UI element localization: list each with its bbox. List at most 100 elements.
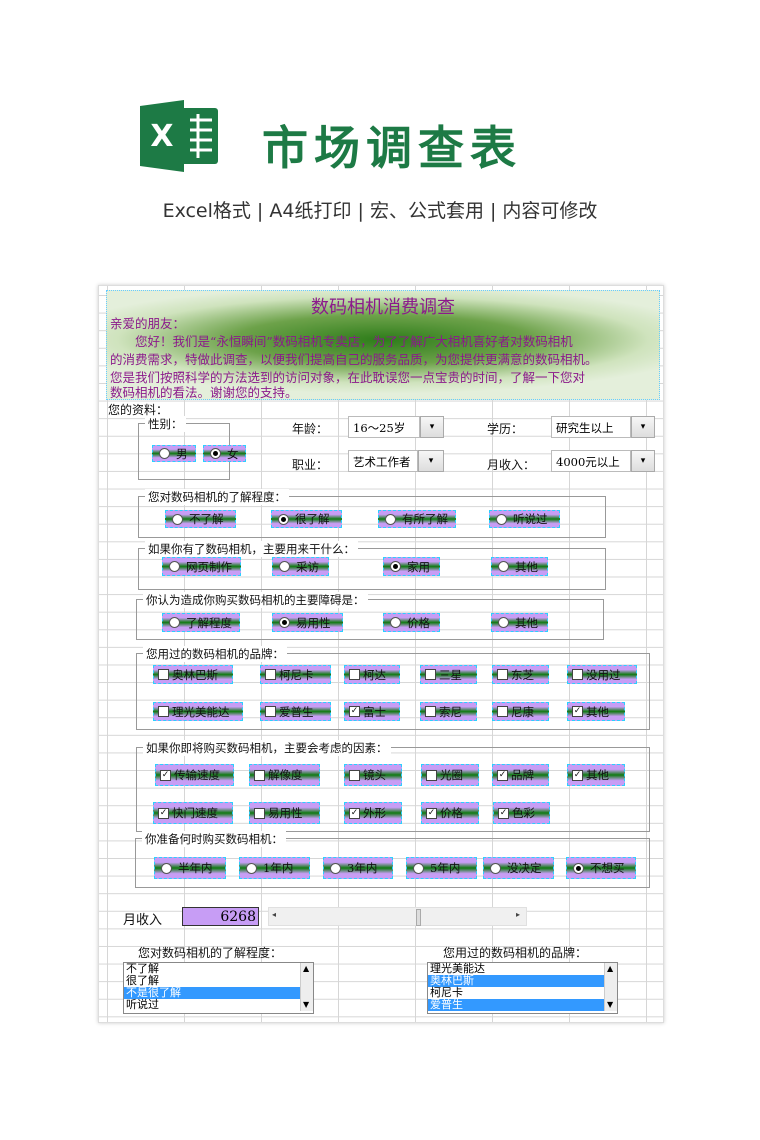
radio-unselected-icon[interactable] xyxy=(279,561,290,572)
scroll-up-arrow-icon[interactable]: ▲ xyxy=(607,964,614,973)
checkbox-unchecked-icon[interactable] xyxy=(265,706,276,717)
radio-option[interactable]: 网页制作 xyxy=(162,557,241,576)
radio-option[interactable]: 半年内 xyxy=(154,857,226,879)
checkbox-option[interactable]: ✓ 传输速度 xyxy=(155,764,234,786)
radio-selected-icon[interactable] xyxy=(573,862,584,874)
radio-selected-icon[interactable] xyxy=(279,617,290,628)
radio-unselected-icon[interactable] xyxy=(159,448,170,459)
checkbox-unchecked-icon[interactable] xyxy=(265,669,276,680)
checkbox-option[interactable]: 镜头 xyxy=(344,764,402,786)
listbox-item[interactable]: 柯尼卡 xyxy=(430,986,463,999)
radio-option[interactable]: 3年内 xyxy=(323,857,393,879)
checkbox-option[interactable]: ✓ 品牌 xyxy=(492,764,549,786)
checkbox-checked-icon[interactable]: ✓ xyxy=(572,769,583,781)
radio-option[interactable]: 5年内 xyxy=(406,857,477,879)
checkbox-option[interactable]: 索尼 xyxy=(420,702,477,721)
checkbox-unchecked-icon[interactable] xyxy=(254,807,265,819)
checkbox-checked-icon[interactable]: ✓ xyxy=(349,706,360,717)
listbox-item[interactable]: 很了解 xyxy=(126,974,159,987)
listbox-item[interactable]: 不是很了解 xyxy=(124,987,300,999)
radio-option[interactable]: 家用 xyxy=(383,557,440,576)
checkbox-option[interactable]: 理光美能达 xyxy=(153,702,243,721)
scrollbar-thumb[interactable] xyxy=(416,909,421,926)
checkbox-unchecked-icon[interactable] xyxy=(426,769,437,781)
checkbox-checked-icon[interactable]: ✓ xyxy=(349,807,360,819)
radio-unselected-icon[interactable] xyxy=(498,617,509,628)
radio-unselected-icon[interactable] xyxy=(172,513,183,525)
checkbox-checked-icon[interactable]: ✓ xyxy=(572,706,583,717)
radio-option[interactable]: 易用性 xyxy=(272,613,343,632)
radio-unselected-icon[interactable] xyxy=(490,862,501,874)
radio-option[interactable]: 女 xyxy=(203,445,246,462)
radio-option[interactable]: 没决定 xyxy=(483,857,554,879)
age-dropdown-arrow-icon[interactable]: ▾ xyxy=(420,416,444,438)
scroll-down-arrow-icon[interactable]: ▼ xyxy=(303,1000,310,1009)
education-dropdown-arrow-icon[interactable]: ▾ xyxy=(631,416,655,438)
checkbox-option[interactable]: 三星 xyxy=(420,665,477,684)
checkbox-option[interactable]: 奥林巴斯 xyxy=(153,665,233,684)
checkbox-unchecked-icon[interactable] xyxy=(158,669,169,680)
checkbox-option[interactable]: ✓ 色彩 xyxy=(493,802,550,824)
radio-selected-icon[interactable] xyxy=(390,561,401,572)
checkbox-unchecked-icon[interactable] xyxy=(497,669,508,680)
checkbox-checked-icon[interactable]: ✓ xyxy=(498,807,509,819)
checkbox-option[interactable]: ✓ 快门速度 xyxy=(153,802,233,824)
scroll-left-arrow-icon[interactable]: ◂ xyxy=(272,910,277,919)
scroll-down-arrow-icon[interactable]: ▼ xyxy=(607,1000,614,1009)
checkbox-checked-icon[interactable]: ✓ xyxy=(497,769,508,781)
checkbox-unchecked-icon[interactable] xyxy=(425,669,436,680)
radio-unselected-icon[interactable] xyxy=(496,513,507,525)
listbox[interactable]: 理光美能达 奥林巴斯 柯尼卡 爱普生 ▲ ▼ xyxy=(427,962,618,1014)
checkbox-unchecked-icon[interactable] xyxy=(349,769,360,781)
radio-option[interactable]: 了解程度 xyxy=(162,613,240,632)
radio-option[interactable]: 男 xyxy=(152,445,196,462)
checkbox-option[interactable]: 柯达 xyxy=(344,665,400,684)
checkbox-option[interactable]: 光圈 xyxy=(421,764,479,786)
radio-option[interactable]: 采访 xyxy=(272,557,329,576)
checkbox-option[interactable]: 爱普生 xyxy=(260,702,331,721)
listbox-item[interactable]: 爱普生 xyxy=(428,999,604,1011)
age-dropdown[interactable]: 16～25岁 xyxy=(348,416,420,438)
checkbox-option[interactable]: ✓ 外形 xyxy=(344,802,402,824)
income-scrollbar[interactable]: ◂ ▸ xyxy=(268,907,527,926)
radio-option[interactable]: 价格 xyxy=(383,613,440,632)
income-dropdown[interactable]: 4000元以上 xyxy=(551,450,631,472)
radio-unselected-icon[interactable] xyxy=(169,617,180,628)
job-dropdown[interactable]: 艺术工作者 xyxy=(348,450,418,472)
listbox-item[interactable]: 听说过 xyxy=(126,998,159,1011)
listbox-item[interactable]: 理光美能达 xyxy=(430,962,485,975)
education-dropdown[interactable]: 研究生以上 xyxy=(551,416,631,438)
radio-option[interactable]: 有所了解 xyxy=(378,510,456,528)
checkbox-checked-icon[interactable]: ✓ xyxy=(160,769,171,781)
radio-selected-icon[interactable] xyxy=(278,513,289,525)
checkbox-checked-icon[interactable]: ✓ xyxy=(426,807,437,819)
checkbox-option[interactable]: 易用性 xyxy=(249,802,320,824)
radio-option[interactable]: 听说过 xyxy=(489,510,560,528)
listbox-item[interactable]: 奥林巴斯 xyxy=(428,975,604,987)
checkbox-option[interactable]: 解像度 xyxy=(249,764,320,786)
radio-unselected-icon[interactable] xyxy=(498,561,509,572)
checkbox-option[interactable]: 柯尼卡 xyxy=(260,665,331,684)
listbox-item[interactable]: 不了解 xyxy=(126,962,159,975)
radio-unselected-icon[interactable] xyxy=(390,617,401,628)
radio-unselected-icon[interactable] xyxy=(246,862,257,874)
checkbox-unchecked-icon[interactable] xyxy=(497,706,508,717)
radio-unselected-icon[interactable] xyxy=(413,862,424,874)
listbox-scrollbar[interactable]: ▲ ▼ xyxy=(300,963,313,1011)
income-dropdown-arrow-icon[interactable]: ▾ xyxy=(631,450,655,472)
listbox-scrollbar[interactable]: ▲ ▼ xyxy=(604,963,617,1011)
radio-selected-icon[interactable] xyxy=(210,448,221,459)
radio-unselected-icon[interactable] xyxy=(161,862,172,874)
radio-option[interactable]: 其他 xyxy=(491,613,548,632)
checkbox-option[interactable]: ✓ 富士 xyxy=(344,702,400,721)
radio-unselected-icon[interactable] xyxy=(169,561,180,572)
checkbox-checked-icon[interactable]: ✓ xyxy=(158,807,169,819)
checkbox-option[interactable]: 东芝 xyxy=(492,665,549,684)
radio-option[interactable]: 其他 xyxy=(491,557,548,576)
scroll-right-arrow-icon[interactable]: ▸ xyxy=(515,910,520,919)
checkbox-unchecked-icon[interactable] xyxy=(254,769,265,781)
radio-option[interactable]: 1年内 xyxy=(239,857,310,879)
checkbox-option[interactable]: ✓ 其他 xyxy=(567,764,625,786)
checkbox-option[interactable]: ✓ 其他 xyxy=(567,702,625,721)
checkbox-unchecked-icon[interactable] xyxy=(158,706,169,717)
